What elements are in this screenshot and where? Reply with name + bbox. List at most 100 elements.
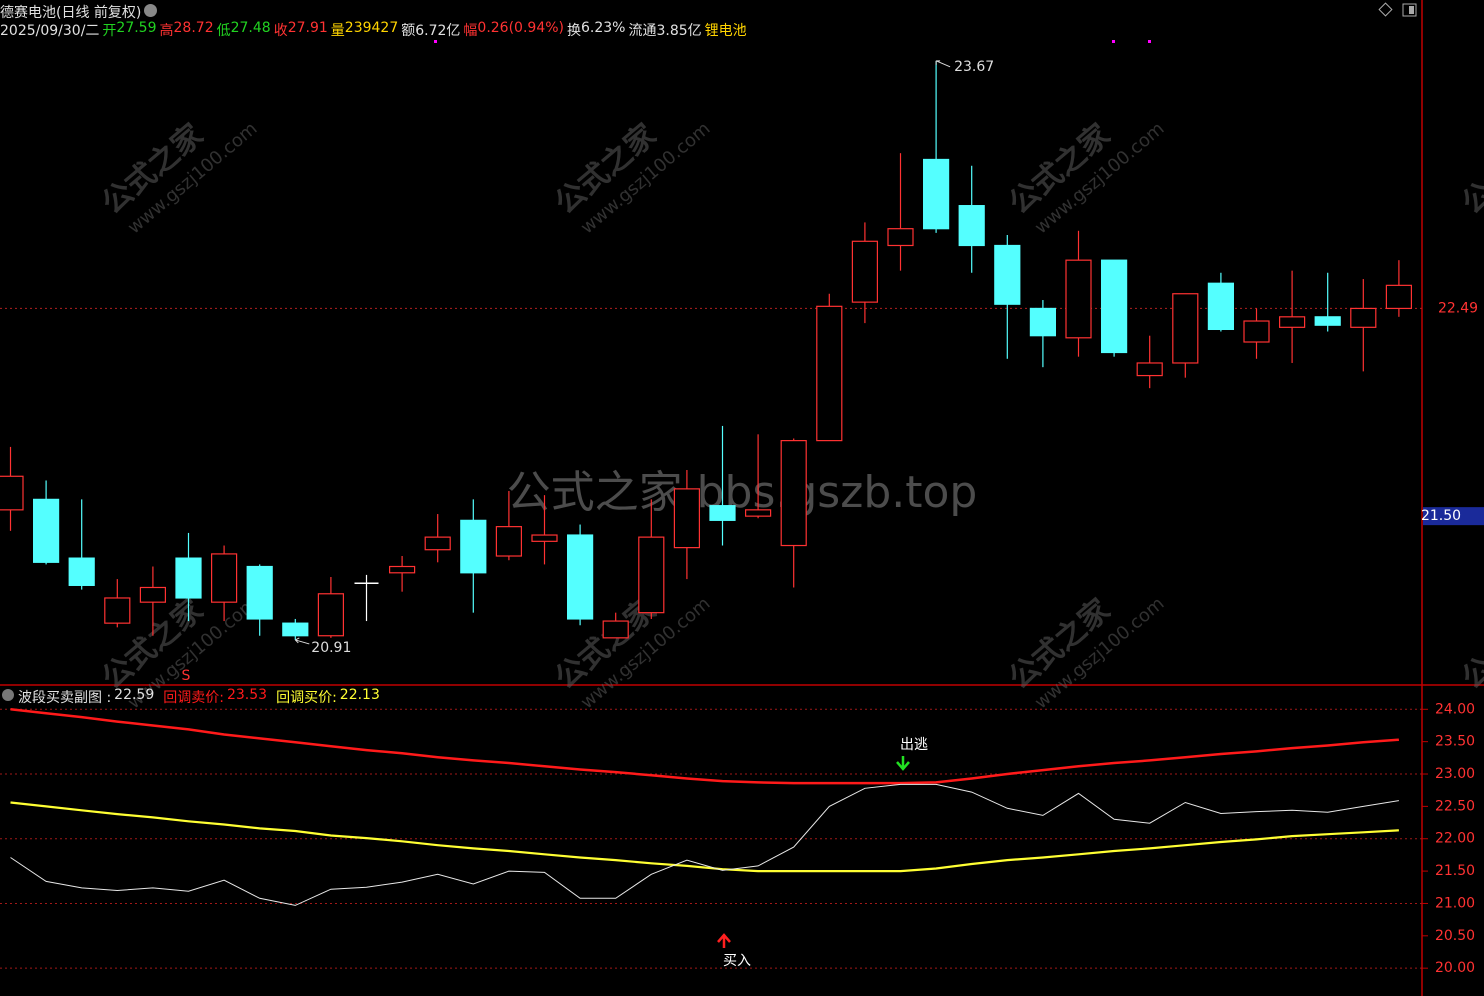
field-label: 量 (330, 23, 345, 39)
candle-body (1278, 316, 1306, 328)
cursor-price-label: 21.50 (1421, 508, 1461, 524)
candle-body (602, 620, 629, 639)
icon-diamond[interactable] (1378, 2, 1393, 17)
y-tick-label: 22.49 (1438, 300, 1478, 316)
y-tick-label: 22.50 (1435, 798, 1475, 814)
candle-body (211, 553, 238, 603)
high-label: 23.67 (954, 59, 994, 75)
field-label: 高 (159, 23, 174, 39)
candle-body (1314, 316, 1341, 326)
header-line1: 德赛电池(日线 前复权) (0, 2, 160, 22)
field-value: 27.91 (287, 20, 328, 36)
candle-body (744, 509, 772, 517)
field-value: 6.72亿 (415, 23, 461, 39)
sell-arrow (896, 756, 910, 771)
candle-body (424, 536, 451, 551)
legend-value: 23.53 (226, 687, 268, 703)
field-value: 27.59 (116, 20, 157, 36)
candle-body (1385, 284, 1413, 310)
candle-body (673, 488, 701, 549)
y-tick-label: 21.50 (1435, 863, 1475, 879)
icon-window[interactable] (1402, 3, 1417, 17)
field-label: 低 (216, 23, 231, 39)
candle-body (887, 228, 914, 247)
field-value: 3.85亿 (656, 23, 702, 39)
dot (1148, 40, 1151, 43)
y-tick-label: 23.00 (1435, 766, 1475, 782)
header-line2: 2025/09/30/二 开 27.59 高 28.72 低 27.48 收 27.91 量 23… (0, 20, 750, 40)
candle-body (495, 526, 522, 557)
dot (1112, 40, 1115, 43)
candle-body (104, 597, 131, 624)
dropdown-icon[interactable] (144, 4, 158, 17)
candle-body (638, 536, 665, 614)
series-line (10, 708, 1399, 785)
candle-body (1136, 362, 1163, 377)
candle-body (0, 475, 24, 511)
field-label: 额 (401, 23, 416, 39)
watermark-name: 公式之家 (1455, 117, 1484, 221)
candle-body (1350, 307, 1377, 328)
sector: 锂电池 (704, 23, 747, 39)
stock-title: 德赛电池(日线 前复权) (0, 5, 142, 21)
sell-annotation: 出逃 (900, 737, 928, 753)
candle-body (282, 622, 309, 637)
field-label: 收 (273, 23, 288, 39)
candle-body (1172, 293, 1199, 364)
legend-name: 回调买价: (276, 690, 337, 706)
candle-body (175, 557, 202, 599)
field-label: 开 (102, 23, 117, 39)
candle-body (566, 534, 594, 620)
candle-body (531, 534, 558, 542)
y-tick-label: 22.00 (1435, 831, 1475, 847)
candle-body (851, 240, 879, 303)
candle-body (922, 158, 950, 230)
cursor-price-box (1423, 507, 1484, 526)
y-tick-label: 20.50 (1435, 928, 1475, 944)
candle-body (389, 565, 416, 574)
candle-body (246, 565, 273, 620)
high-pointer (935, 60, 951, 68)
field-label: 流通 (628, 23, 657, 39)
field-value: 28.72 (173, 20, 214, 36)
candle-body (994, 244, 1021, 305)
candle-body (460, 519, 487, 574)
dot (434, 40, 437, 43)
candle-body (317, 593, 344, 637)
y-tick-label: 20.00 (1435, 960, 1475, 976)
sub-title: 波段买卖副图 : (18, 690, 112, 706)
candle-body (32, 498, 60, 563)
legend-value: 22.13 (339, 687, 380, 703)
icon-window-inner (1409, 6, 1414, 14)
watermark-name: 公式之家 (1455, 592, 1484, 696)
buy-annotation: 买入 (723, 953, 751, 969)
candle-body (816, 305, 843, 442)
low-label: 20.91 (311, 640, 351, 656)
field-value: 0.26(0.94%) (477, 20, 564, 36)
sub-value: 22.59 (114, 687, 155, 703)
low-pointer (294, 637, 310, 645)
candle-body (68, 557, 95, 586)
candle-body (1065, 259, 1092, 339)
y-tick-label: 21.00 (1435, 895, 1475, 911)
series-line (10, 783, 1399, 906)
candle-body (1243, 320, 1270, 343)
collapse-icon[interactable] (2, 689, 14, 701)
y-tick-label: 23.50 (1435, 734, 1475, 750)
field-value: 239427 (344, 20, 399, 36)
buy-arrow (717, 933, 731, 948)
field-label: 幅 (463, 23, 478, 39)
candle-body (958, 205, 985, 247)
candle-body (1029, 307, 1057, 337)
watermark-center: 公式之家 bbs.gszb.top (507, 467, 978, 518)
legend-name: 回调卖价: (163, 690, 224, 706)
field-label: 换 (567, 23, 581, 39)
candle-body (1207, 282, 1235, 331)
candle-body (1100, 259, 1128, 354)
date: 2025/09/30/二 (0, 23, 100, 39)
field-value: 6.23% (581, 20, 626, 36)
y-tick-label: 24.00 (1435, 701, 1475, 717)
candle-body (780, 440, 807, 547)
